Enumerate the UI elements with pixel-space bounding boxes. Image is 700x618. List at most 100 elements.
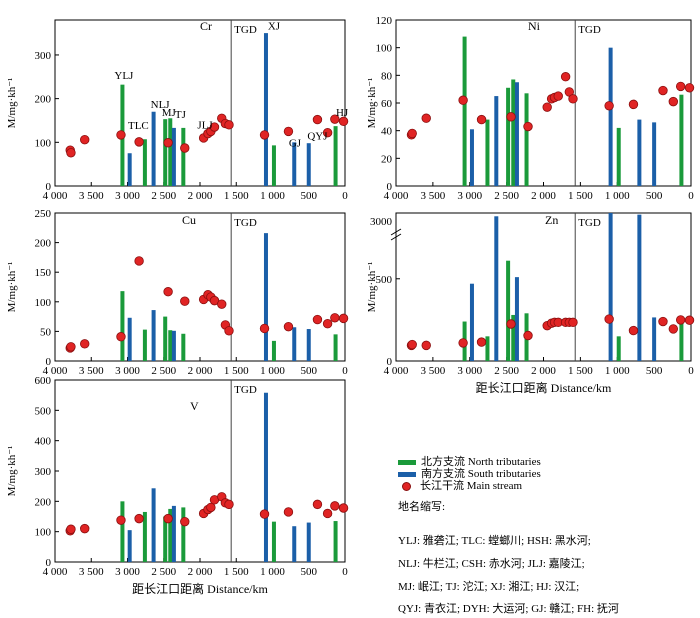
south-tributary-bar: [292, 327, 297, 361]
main-stream-point: [80, 134, 90, 145]
x-tick-label: 2 500: [151, 566, 176, 578]
tgd-label: TGD: [578, 217, 601, 229]
north-tributary-bar: [679, 94, 684, 186]
x-tick-label: 2 000: [531, 190, 556, 202]
south-tributary-bar: [171, 330, 176, 361]
x-tick-label: 0: [342, 365, 348, 377]
x-tick-label: 3 500: [79, 365, 104, 377]
chart-title: Ni: [528, 19, 541, 33]
abbreviation-title: 地名缩写:: [398, 501, 446, 513]
south-tributary-bar: [494, 216, 499, 361]
y-tick-label: 60: [381, 98, 393, 110]
main-stream-point: [568, 317, 578, 328]
main-stream-point: [80, 339, 90, 349]
y-tick-label: 100: [376, 43, 393, 55]
x-tick-label: 2 000: [531, 365, 556, 377]
main-stream-point: [523, 330, 533, 341]
main-stream-point: [259, 509, 270, 519]
north-tributary-bar: [271, 521, 276, 562]
x-tick-label: 1 000: [260, 365, 285, 377]
y-tick-label: 80: [381, 70, 393, 82]
main-stream-point: [283, 507, 294, 517]
main-stream-point: [458, 95, 468, 105]
main-stream-point: [163, 287, 173, 297]
south-swatch: [398, 471, 416, 477]
x-tick-label: 1 500: [568, 365, 593, 377]
north-tributary-bar: [271, 145, 276, 186]
x-tick-label: 3 500: [421, 365, 446, 377]
y-tick-label: 100: [35, 297, 52, 309]
y-tick-label: 50: [40, 326, 52, 338]
y-tick-label: 100: [35, 527, 52, 539]
main-stream-point: [259, 130, 270, 140]
y-tick-label: 20: [381, 153, 393, 165]
y-tick-label: 150: [35, 267, 52, 279]
north-tributary-bar: [616, 336, 621, 361]
y-tick-label: 0: [387, 356, 393, 368]
main-stream-point: [330, 114, 340, 124]
y-tick-label: 100: [35, 137, 52, 149]
south-tributary-bar: [151, 111, 156, 186]
x-tick-label: 2 000: [188, 365, 213, 377]
abbreviation-line: YLJ: 雅砻江; TLC: 螳螂川; HSH: 黑水河;: [398, 535, 591, 547]
main-stream-point: [560, 72, 571, 82]
x-tick-label: 4 000: [43, 566, 68, 578]
y-tick-label: 400: [35, 436, 52, 448]
x-axis-label: 距长江口距离 Distance/km: [476, 380, 612, 395]
main-stream-point: [283, 126, 294, 137]
main-stream-point: [523, 121, 533, 132]
main-stream-point: [407, 339, 417, 350]
plot-frame: [395, 19, 692, 187]
x-tick-label: 1 000: [605, 190, 630, 202]
river-annotation: JLJ: [197, 119, 213, 131]
x-tick-label: 4 000: [384, 365, 409, 377]
south-tributary-bar: [652, 317, 657, 361]
y-tick-label: 0: [387, 181, 393, 193]
main-stream-point: [209, 122, 220, 132]
north-tributary-bar: [524, 93, 529, 186]
x-tick-label: 0: [688, 365, 694, 377]
y-break-tick-label: 3000: [370, 216, 393, 228]
south-tributary-bar: [171, 127, 176, 186]
tgd-label: TGD: [234, 24, 257, 36]
x-tick-label: 3 000: [457, 190, 482, 202]
north-tributary-bar: [181, 333, 186, 361]
chart-panel-cu: TGD Cu 0 50 100 150 200 250 4 000 3 500 3 000 2 500…: [6, 208, 349, 377]
north-swatch: [398, 459, 416, 465]
north-tributary-bar: [168, 118, 173, 186]
north-tributary-bar: [616, 127, 621, 186]
chart-panel-v: TGD V 0 100 200 300 400 500 600 4 000 3 500 3 000 2 …: [6, 375, 349, 596]
x-tick-label: 1 500: [224, 566, 249, 578]
main-stream-point: [180, 143, 190, 153]
y-axis-label: M/mg·kh⁻¹: [6, 446, 18, 497]
main-stream-point: [458, 338, 468, 348]
south-tributary-bar: [263, 392, 268, 562]
main-stream-point: [421, 113, 431, 123]
x-tick-label: 500: [646, 190, 663, 202]
river-annotation: GJ: [289, 138, 302, 150]
y-tick-label: 200: [35, 94, 52, 106]
north-tributary-bar: [142, 139, 147, 186]
south-tributary-bar: [514, 277, 519, 361]
south-tributary-bar: [637, 214, 642, 361]
north-tributary-bar: [485, 336, 490, 361]
abbreviation-line: QYJ: 青衣江; DYH: 大运河; GJ: 赣江; FH: 抚河: [398, 603, 619, 615]
north-tributary-bar: [506, 260, 511, 361]
main-marker: [402, 481, 411, 491]
y-axis-label: M/mg·kh⁻¹: [366, 262, 378, 313]
north-tributary-bar: [168, 330, 173, 361]
main-stream-point: [163, 513, 173, 524]
main-stream-point: [568, 94, 578, 104]
tgd-label: TGD: [234, 217, 257, 229]
main-stream-point: [330, 313, 340, 323]
main-stream-point: [421, 340, 431, 351]
north-tributary-bar: [485, 119, 490, 186]
north-tributary-bar: [120, 291, 125, 361]
x-tick-label: 500: [301, 566, 318, 578]
north-tributary-bar: [506, 87, 511, 186]
x-tick-label: 0: [342, 190, 348, 202]
main-stream-point: [163, 138, 173, 148]
north-tributary-bar: [168, 508, 173, 562]
river-annotation: QYJ: [307, 131, 328, 143]
legend-south-label: 南方支流 South tributaries: [421, 468, 541, 480]
